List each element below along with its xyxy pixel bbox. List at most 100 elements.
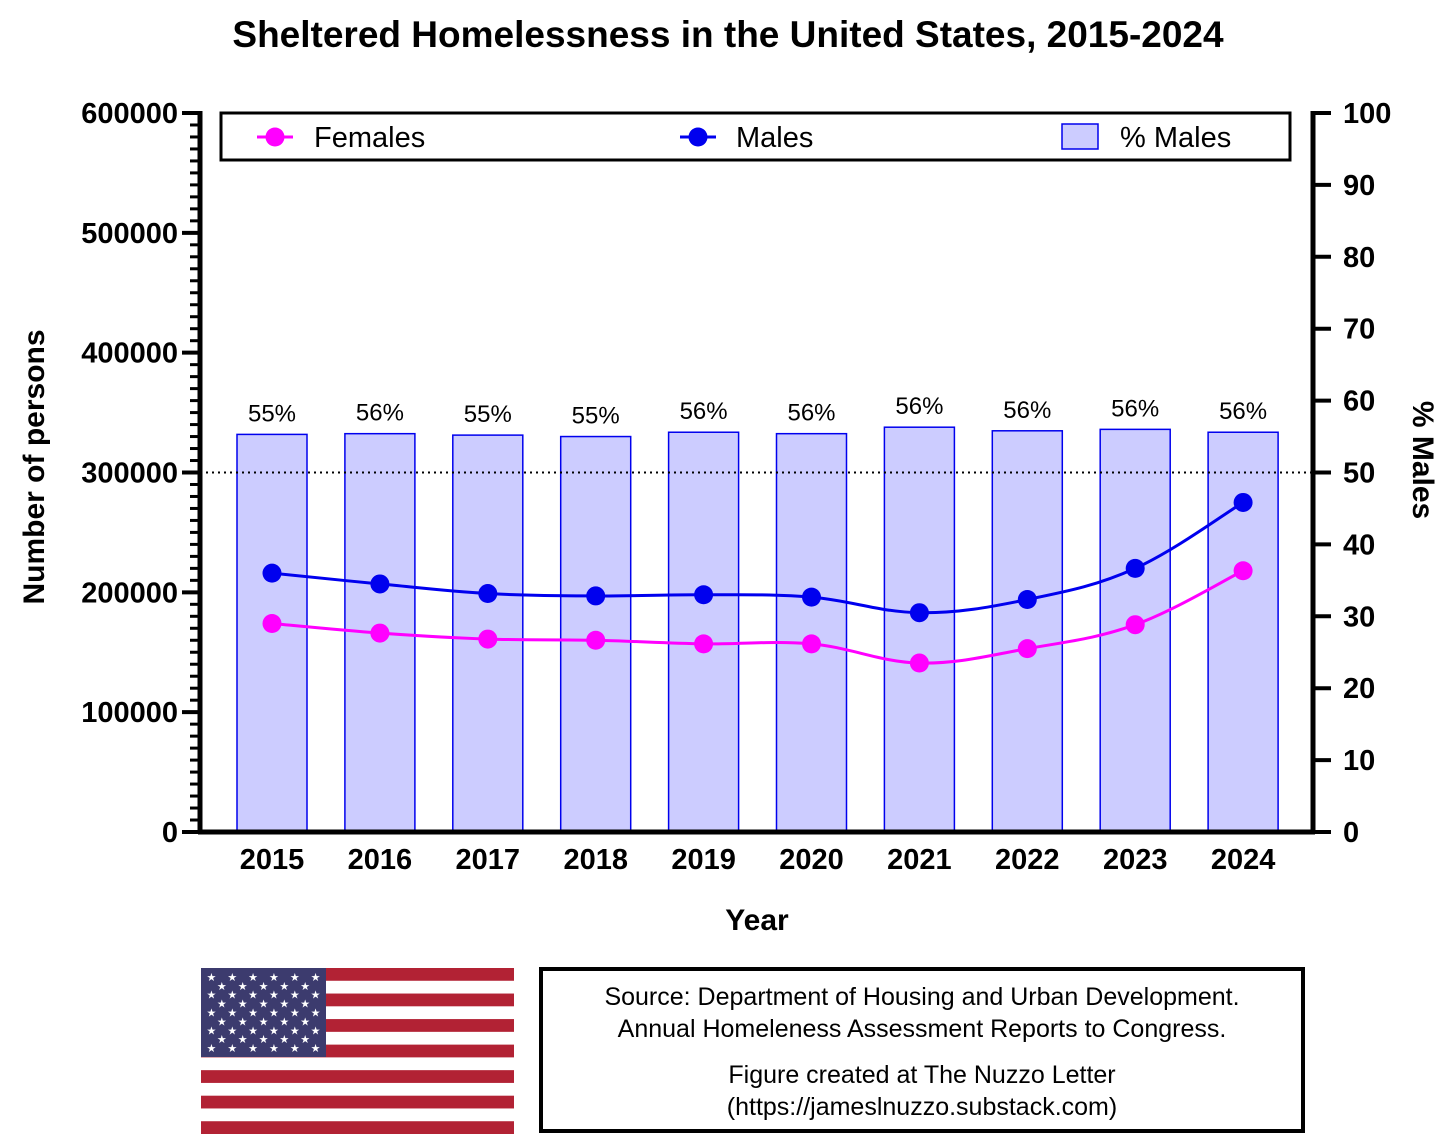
bar-label-2016: 56% — [356, 400, 404, 427]
flag-star-icon: ★ — [206, 1008, 216, 1020]
y-right-tick-label: 10 — [1343, 745, 1375, 777]
flag-star-icon: ★ — [206, 972, 216, 984]
y-right-tick-label: 70 — [1343, 314, 1375, 346]
males-point-2022 — [1017, 590, 1037, 610]
y-left-tick-label: 300000 — [81, 458, 178, 490]
flag-star-icon: ★ — [269, 990, 279, 1002]
y-left-tick-label: 0 — [162, 817, 178, 849]
chart: 55% 56% 55% 55% 56% 56% 56% 56% 56% 56% 0 100000 20… — [18, 98, 1439, 937]
chart-title: Sheltered Homelessness in the United Sta… — [232, 14, 1224, 55]
flag-star-icon: ★ — [269, 1043, 279, 1055]
flag-stripe — [201, 1082, 514, 1097]
flag-star-icon: ★ — [238, 1016, 248, 1028]
flag-star-icon: ★ — [290, 972, 300, 984]
flag-star-icon: ★ — [300, 1016, 310, 1028]
flag-stripe — [201, 1095, 514, 1109]
flag-star-icon: ★ — [238, 981, 248, 993]
bar-label-2017: 55% — [464, 401, 512, 428]
y-left-tick-label: 100000 — [81, 697, 178, 729]
bar-label-2020: 56% — [787, 400, 835, 427]
x-tick-label-2023: 2023 — [1103, 844, 1168, 876]
y-left-tick-label: 600000 — [81, 98, 178, 130]
source-box: Source: Department of Housing and Urban … — [539, 967, 1305, 1133]
y-axis-label-right: % Males — [1406, 401, 1439, 519]
flag-star-icon: ★ — [279, 1016, 289, 1028]
x-tick-label-2015: 2015 — [240, 844, 305, 876]
y-left-tick-label: 200000 — [81, 577, 178, 609]
males-point-2023 — [1125, 558, 1145, 578]
flag-star-icon: ★ — [311, 1025, 321, 1037]
females-point-2017 — [478, 629, 498, 649]
flag-star-icon: ★ — [259, 1016, 269, 1028]
axes-layer: 0 100000 200000 300000 400000 500000 600000 0 10… — [81, 98, 1391, 876]
males-point-2015 — [262, 563, 282, 583]
flag-star-icon: ★ — [259, 981, 269, 993]
females-point-2015 — [262, 613, 282, 633]
flag-star-icon: ★ — [279, 999, 289, 1011]
bar-2022 — [991, 430, 1064, 833]
bar-label-2024: 56% — [1219, 398, 1267, 425]
x-tick-label-2020: 2020 — [779, 844, 844, 876]
females-point-2023 — [1125, 615, 1145, 635]
legend-box — [219, 111, 1292, 162]
legend-females-marker-icon — [265, 127, 285, 147]
x-tick-label-2016: 2016 — [348, 844, 413, 876]
females-point-2021 — [909, 653, 929, 673]
legend: Females Males % Males — [219, 111, 1292, 162]
flag-star-icon: ★ — [227, 1008, 237, 1020]
males-point-2020 — [802, 587, 821, 607]
flag-star-icon: ★ — [227, 972, 237, 984]
flag-star-icon: ★ — [269, 1008, 279, 1020]
flag-star-icon: ★ — [217, 981, 227, 993]
x-tick-label-2022: 2022 — [995, 844, 1060, 876]
source-line-1: Source: Department of Housing and Urban … — [604, 983, 1240, 1011]
flag-star-icon: ★ — [217, 1034, 227, 1046]
flag-star-icon: ★ — [206, 990, 216, 1002]
bar-label-2023: 56% — [1111, 395, 1159, 422]
flag-star-icon: ★ — [279, 981, 289, 993]
flag-canton — [201, 968, 326, 1057]
males-point-2024 — [1233, 492, 1253, 512]
bar-label-2021: 56% — [895, 393, 943, 420]
lines-layer — [262, 492, 1253, 673]
flag-stripe — [201, 1057, 514, 1071]
flag-star-icon: ★ — [311, 1043, 321, 1055]
flag-stripe — [201, 1070, 514, 1084]
flag-star-icon: ★ — [311, 972, 321, 984]
bar-2021 — [883, 426, 956, 833]
flag-stripe — [201, 1108, 514, 1122]
flag-star-icon: ★ — [279, 1034, 289, 1046]
flag-star-icon: ★ — [269, 972, 279, 984]
males-point-2016 — [370, 574, 390, 594]
flag-star-icon: ★ — [290, 1043, 300, 1055]
flag-star-icon: ★ — [217, 1016, 227, 1028]
males-point-2021 — [909, 603, 929, 623]
males-line — [271, 501, 1244, 615]
legend-pct-males-label: % Males — [1120, 122, 1231, 154]
bars-layer: 55% 56% 55% 55% 56% 56% 56% 56% 56% 56% — [236, 393, 1279, 833]
females-point-2020 — [802, 634, 821, 654]
credit-line-2: (https://jameslnuzzo.substack.com) — [726, 1093, 1118, 1121]
males-point-2017 — [478, 584, 498, 604]
flag-star-icon: ★ — [248, 1008, 258, 1020]
bar-label-2022: 56% — [1003, 397, 1051, 424]
y-right-tick-label: 50 — [1343, 458, 1375, 490]
flag-star-icon: ★ — [300, 999, 310, 1011]
females-point-2018 — [586, 630, 606, 650]
bar-2019 — [667, 431, 740, 833]
flag-star-icon: ★ — [206, 1043, 216, 1055]
y-right-tick-label: 20 — [1343, 673, 1375, 705]
bar-2020 — [775, 432, 848, 833]
y-left-tick-label: 400000 — [81, 338, 178, 370]
flag-star-icon: ★ — [300, 1034, 310, 1046]
females-point-2024 — [1233, 561, 1253, 581]
flag-star-icon: ★ — [269, 1025, 279, 1037]
flag-star-icon: ★ — [217, 999, 227, 1011]
flag-star-icon: ★ — [300, 981, 310, 993]
flag-star-icon: ★ — [248, 1043, 258, 1055]
us-flag-icon: ★ ★ ★ ★ ★ ★★ ★ ★ ★ ★★ ★ ★ ★ ★ ★★ ★ ★ ★ ★★ ★ ★ ★ ★ ★★ ★ ★ ★ ★★ ★ ★ ★ ★ ★★… — [201, 968, 514, 1134]
flag-star-icon: ★ — [238, 1034, 248, 1046]
bar-label-2015: 55% — [248, 400, 296, 427]
flag-star-icon: ★ — [238, 999, 248, 1011]
y-axis-label-left: Number of persons — [18, 329, 51, 604]
